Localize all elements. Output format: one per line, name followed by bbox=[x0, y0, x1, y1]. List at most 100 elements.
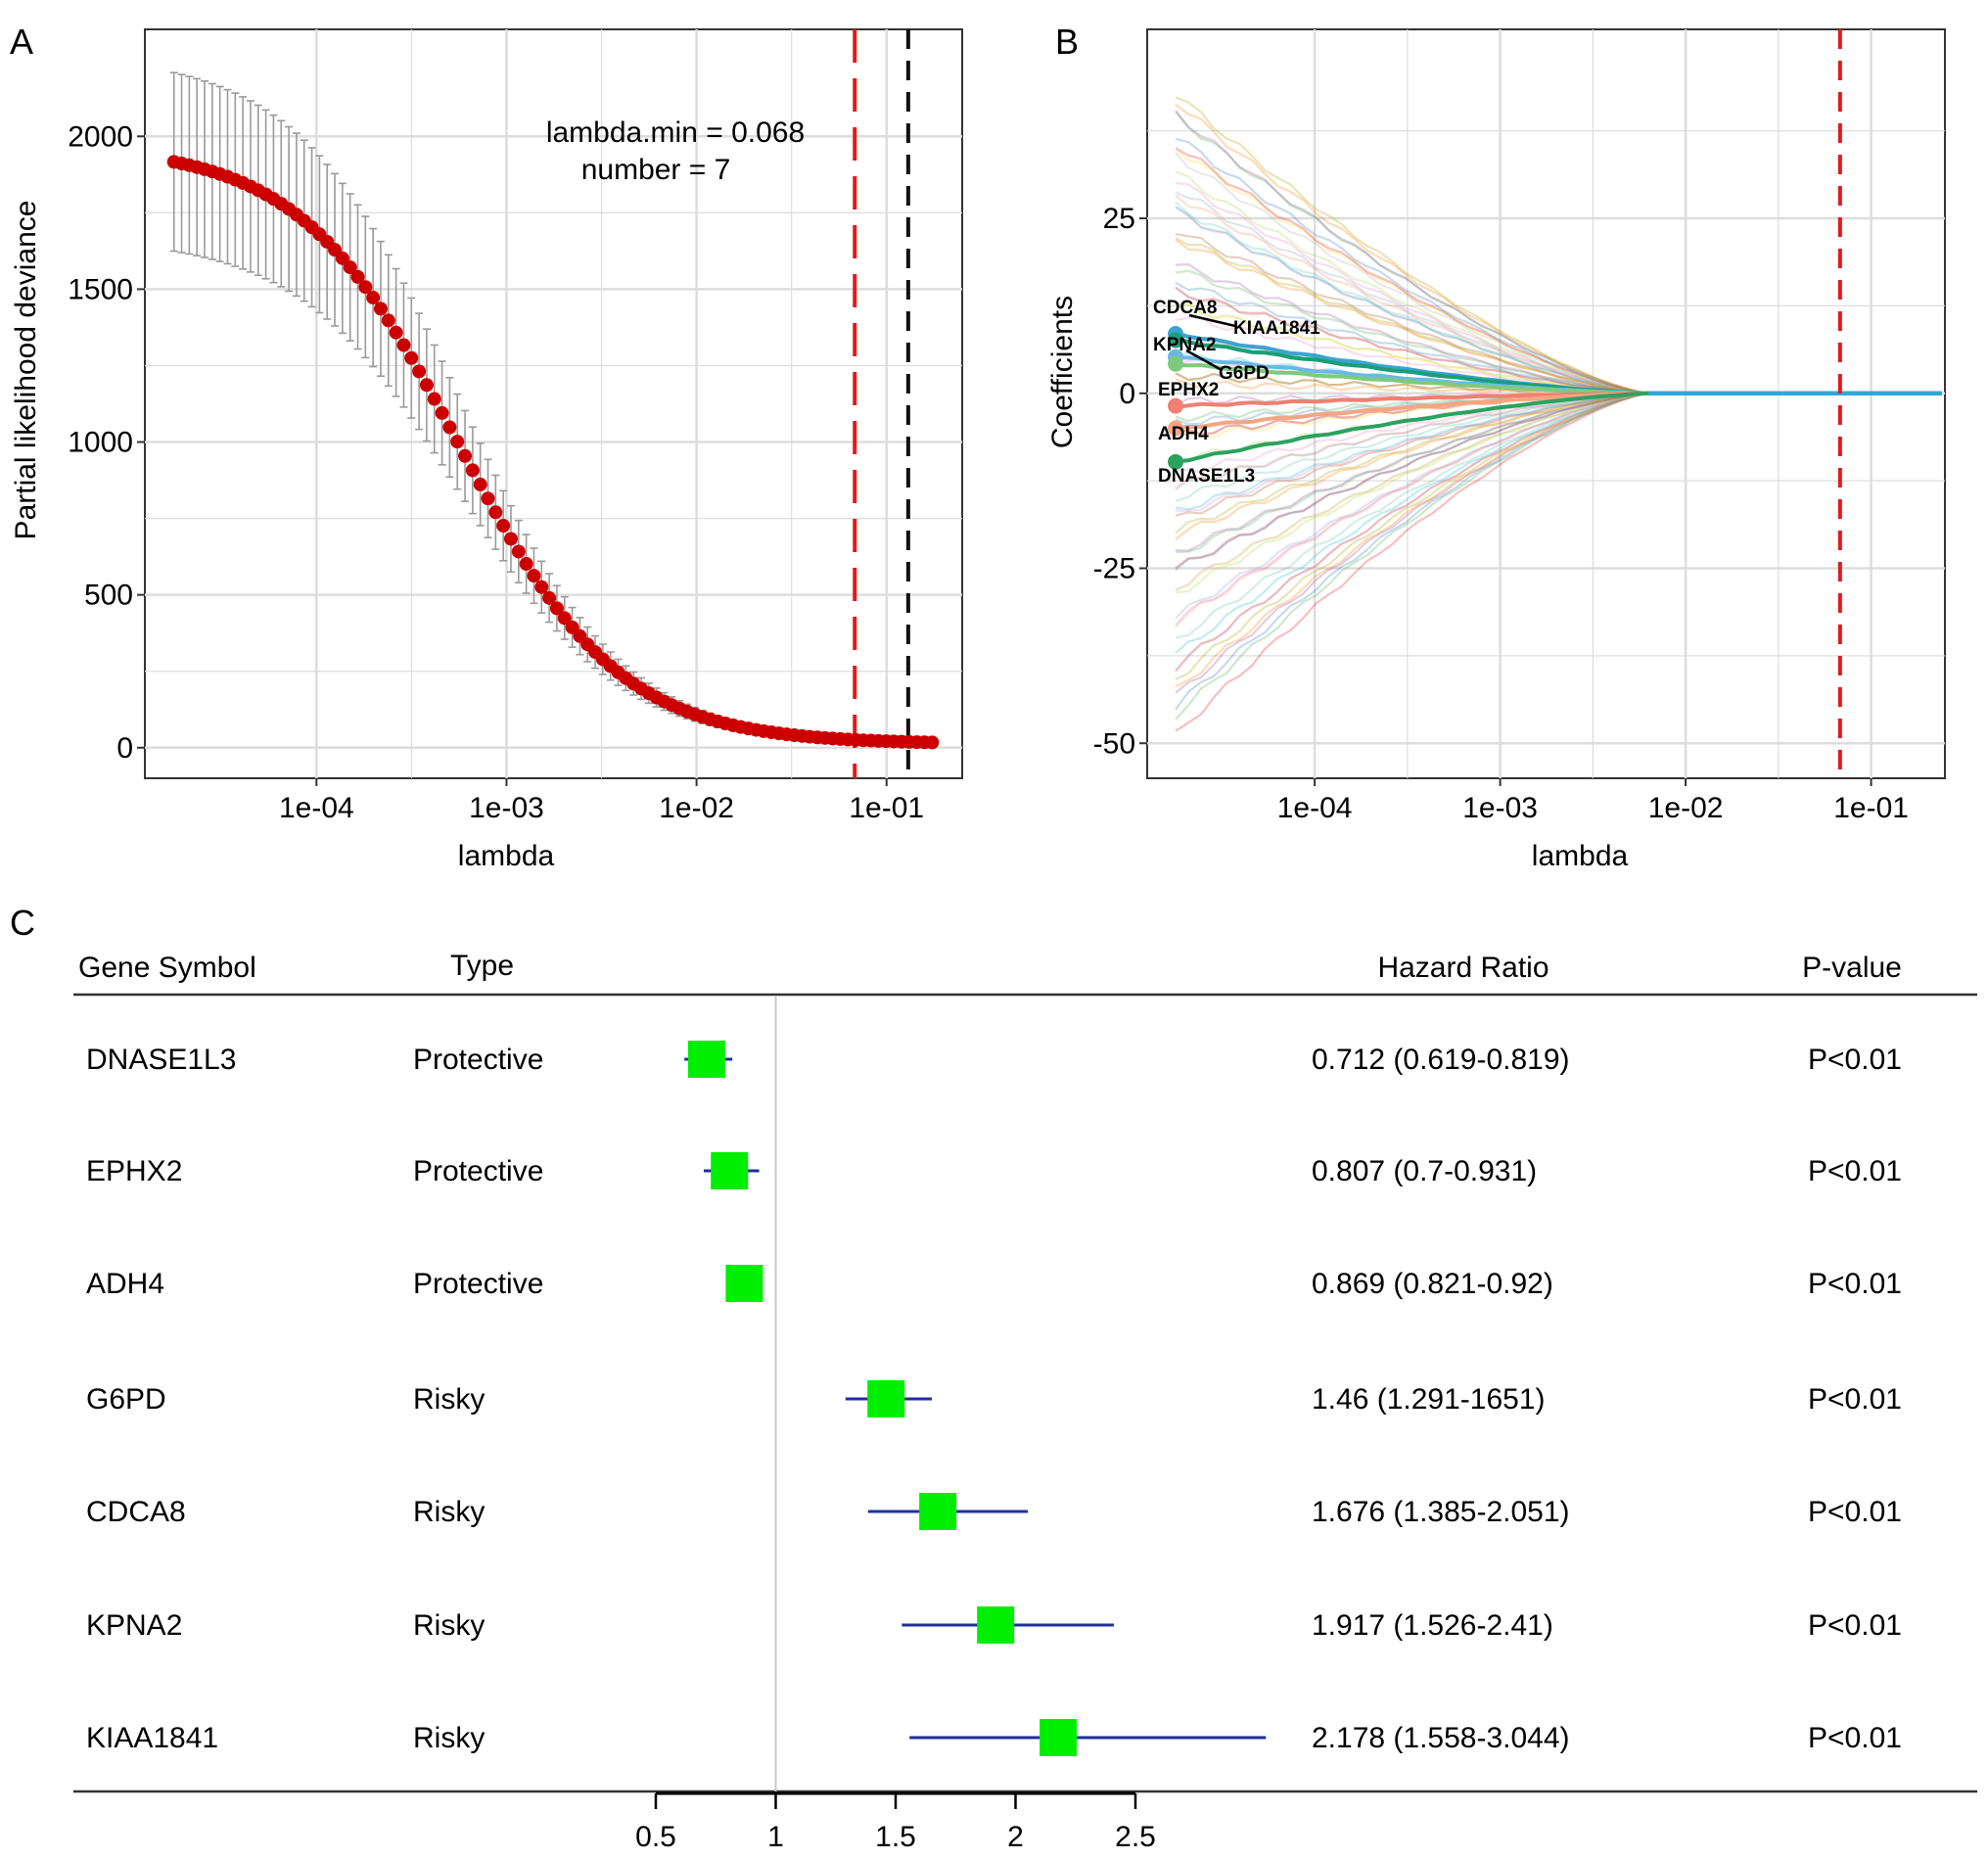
data-point bbox=[511, 544, 526, 559]
hr-box bbox=[687, 1041, 725, 1078]
gene-label-kiaa1841: KIAA1841 bbox=[1233, 318, 1320, 339]
hr-box bbox=[867, 1380, 905, 1417]
hazard-ratio-text: 0.807 (0.7-0.931) bbox=[1312, 1155, 1537, 1187]
gene-symbol: DNASE1L3 bbox=[86, 1044, 236, 1076]
data-point bbox=[335, 251, 349, 265]
y-tick-label: 0 bbox=[116, 732, 133, 765]
p-value-text: P<0.01 bbox=[1808, 1496, 1902, 1528]
panel-a-y-ticks: 0 500 1000 1500 2000 bbox=[68, 120, 145, 765]
y-tick-label: -50 bbox=[1093, 727, 1135, 760]
data-point bbox=[557, 611, 572, 626]
panel-letter-c: C bbox=[10, 903, 35, 943]
panel-b-x-axis-label: lambda bbox=[1532, 840, 1629, 872]
x-tick-label: 1e-02 bbox=[1648, 792, 1724, 824]
gene-symbol: ADH4 bbox=[86, 1268, 164, 1300]
coefficient-endpoint-adh4 bbox=[1168, 420, 1184, 437]
gene-label-dnase1l3: DNASE1L3 bbox=[1158, 466, 1255, 487]
col-header-type: Type bbox=[450, 950, 514, 982]
p-value-text: P<0.01 bbox=[1808, 1383, 1902, 1416]
data-point bbox=[396, 338, 411, 352]
coefficient-endpoint-g6pd bbox=[1168, 355, 1184, 372]
x-tick-label: 1e-01 bbox=[849, 792, 924, 824]
coefficient-endpoint-kiaa1841 bbox=[1168, 332, 1184, 349]
panel-b-highlighted-series bbox=[1168, 326, 1942, 470]
data-point bbox=[442, 420, 457, 435]
x-tick-label: 1.5 bbox=[875, 1821, 916, 1853]
data-point bbox=[389, 325, 403, 340]
y-tick-label: 2000 bbox=[68, 120, 133, 153]
panel-a-grid bbox=[145, 29, 962, 778]
gene-type: Risky bbox=[413, 1609, 485, 1642]
panel-c: Gene Symbol Type Hazard Ratio P-value DN… bbox=[73, 950, 1977, 1853]
gene-symbol: EPHX2 bbox=[86, 1155, 182, 1187]
gene-type: Protective bbox=[413, 1268, 543, 1300]
data-point bbox=[925, 735, 940, 750]
data-point bbox=[527, 569, 541, 583]
data-point bbox=[381, 313, 395, 328]
panel-b: 1e-04 1e-03 1e-02 1e-01 -50 -25 0 25 CDCA8 KIA… bbox=[1046, 28, 1946, 872]
gene-label-kpna2: KPNA2 bbox=[1153, 335, 1216, 355]
p-value-text: P<0.01 bbox=[1808, 1268, 1902, 1300]
x-tick-label: 2.5 bbox=[1115, 1821, 1156, 1853]
data-point bbox=[427, 392, 441, 406]
forest-row: EPHX2 Protective 0.807 (0.7-0.931) P<0.01 bbox=[86, 1152, 1902, 1189]
forest-row: DNASE1L3 Protective 0.712 (0.619-0.819) P<0… bbox=[86, 1041, 1902, 1078]
hazard-ratio-text: 0.869 (0.821-0.92) bbox=[1312, 1268, 1553, 1300]
hazard-ratio-text: 1.917 (1.526-2.41) bbox=[1312, 1609, 1553, 1642]
data-point bbox=[465, 463, 480, 478]
gene-type: Risky bbox=[413, 1383, 485, 1416]
coefficient-endpoint-dnase1l3 bbox=[1168, 453, 1184, 470]
hr-box bbox=[1040, 1719, 1078, 1756]
forest-x-axis: 0.5 1 1.5 2 2.5 bbox=[635, 1791, 1156, 1853]
panel-b-y-axis-label: Coefficients bbox=[1046, 296, 1079, 448]
forest-rows: DNASE1L3 Protective 0.712 (0.619-0.819) P<0… bbox=[86, 1041, 1902, 1756]
gene-label-g6pd: G6PD bbox=[1219, 363, 1270, 384]
x-tick-label: 1e-01 bbox=[1833, 792, 1909, 824]
col-header-gene-symbol: Gene Symbol bbox=[78, 952, 256, 984]
x-tick-label: 1e-03 bbox=[469, 792, 544, 824]
hr-box bbox=[919, 1493, 957, 1530]
panel-letter-a: A bbox=[10, 22, 33, 62]
gene-type: Protective bbox=[413, 1044, 543, 1076]
gene-symbol: CDCA8 bbox=[86, 1496, 186, 1528]
hr-box bbox=[977, 1606, 1015, 1644]
col-header-hazard-ratio: Hazard Ratio bbox=[1377, 952, 1549, 984]
panel-a-annotation-number: number = 7 bbox=[581, 154, 731, 186]
forest-row: KPNA2 Risky 1.917 (1.526-2.41) P<0.01 bbox=[86, 1606, 1902, 1644]
gene-type: Risky bbox=[413, 1496, 485, 1528]
panel-a-reference-lines bbox=[853, 29, 910, 778]
hr-box bbox=[725, 1265, 763, 1302]
gene-type: Risky bbox=[413, 1722, 485, 1754]
gene-label-adh4: ADH4 bbox=[1158, 424, 1209, 444]
data-point bbox=[366, 291, 381, 305]
x-tick-label: 1 bbox=[767, 1821, 784, 1853]
panel-b-y-ticks: -50 -25 0 25 bbox=[1093, 203, 1147, 760]
data-point bbox=[373, 302, 388, 316]
y-tick-label: 1000 bbox=[68, 427, 133, 459]
data-point bbox=[534, 580, 549, 594]
p-value-text: P<0.01 bbox=[1808, 1044, 1902, 1076]
gene-symbol: G6PD bbox=[86, 1383, 166, 1416]
x-tick-label: 0.5 bbox=[635, 1821, 676, 1853]
hazard-ratio-text: 0.712 (0.619-0.819) bbox=[1312, 1044, 1570, 1076]
data-point bbox=[473, 477, 487, 491]
data-point bbox=[343, 260, 357, 275]
data-point bbox=[503, 532, 518, 546]
p-value-text: P<0.01 bbox=[1808, 1155, 1902, 1187]
y-tick-label: -25 bbox=[1093, 553, 1135, 585]
data-point bbox=[404, 350, 419, 365]
panel-a-annotation-lambda-min: lambda.min = 0.068 bbox=[546, 116, 805, 149]
hr-box bbox=[711, 1152, 749, 1189]
data-point bbox=[519, 557, 533, 572]
x-tick-label: 1e-04 bbox=[279, 792, 354, 824]
x-tick-label: 1e-04 bbox=[1277, 792, 1353, 824]
label-leader-kiaa1841 bbox=[1188, 313, 1236, 328]
y-tick-label: 1500 bbox=[68, 273, 133, 305]
y-tick-label: 0 bbox=[1119, 378, 1135, 410]
x-tick-label: 1e-02 bbox=[659, 792, 734, 824]
data-point bbox=[458, 448, 473, 463]
panel-a-points bbox=[166, 155, 940, 750]
gene-symbol: KPNA2 bbox=[86, 1609, 182, 1642]
panel-a: 1e-04 1e-03 1e-02 1e-01 0 500 1000 1500 2000 la… bbox=[10, 28, 963, 872]
